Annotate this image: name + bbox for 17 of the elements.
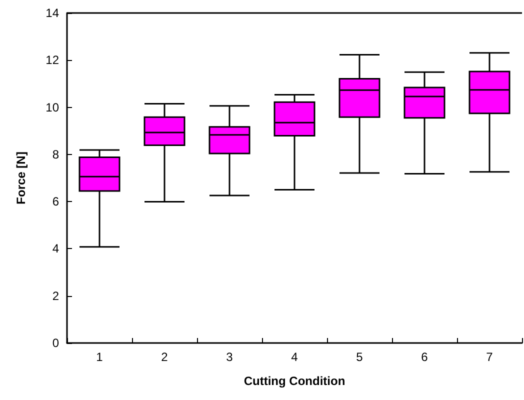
y-tick-label: 10 <box>46 100 60 114</box>
x-axis-title: Cutting Condition <box>244 374 346 388</box>
y-tick-label: 14 <box>46 6 60 20</box>
y-tick-label: 6 <box>52 194 60 209</box>
y-tick-label: 2 <box>52 288 60 303</box>
y-axis-title: Force [N] <box>14 152 28 204</box>
x-tick-label: 4 <box>291 350 298 364</box>
y-tick-label: 8 <box>52 147 60 162</box>
x-tick-label: 2 <box>161 350 168 364</box>
x-tick-label: 3 <box>226 350 234 364</box>
x-tick-label: 6 <box>421 350 428 364</box>
y-tick-label: 12 <box>46 53 60 68</box>
x-tick-label: 5 <box>356 350 364 364</box>
x-tick-label: 1 <box>96 350 104 364</box>
x-tick-label: 7 <box>486 350 494 364</box>
y-tick-label: 0 <box>52 336 60 350</box>
y-tick-label: 4 <box>52 242 60 256</box>
